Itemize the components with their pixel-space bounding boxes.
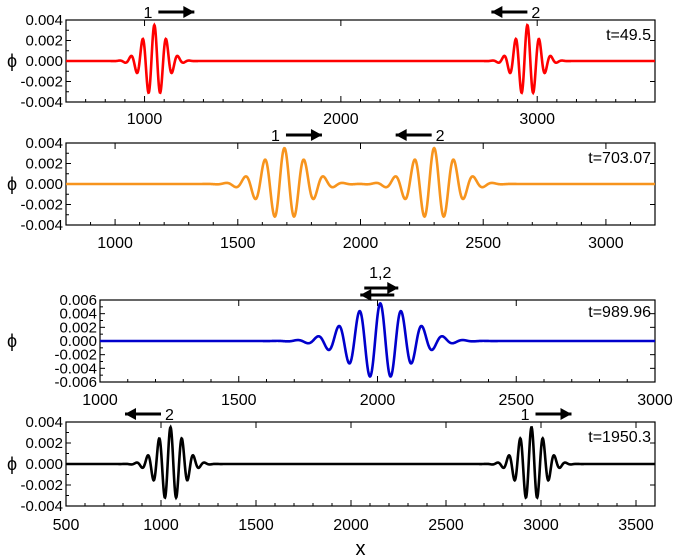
y-tick-label: 0.002 <box>25 156 63 173</box>
y-tick-label: 0.002 <box>59 319 97 336</box>
x-tick-label: 1500 <box>221 392 257 409</box>
direction-arrow-left-head <box>360 289 372 301</box>
chart-panel-4: 0.004 0.002 0.000 -0.002 -0.004 500 1000 1500 20… <box>7 407 656 559</box>
wave-label: 1 <box>143 5 152 22</box>
x-tick-label: 2500 <box>428 517 464 534</box>
x-tick-label: 1000 <box>82 392 118 409</box>
x-tick-label: 2500 <box>498 392 534 409</box>
y-tick-label: -0.004 <box>20 217 63 234</box>
wave-label: 2 <box>436 128 445 145</box>
y-tick-label: 0.002 <box>25 33 63 50</box>
y-tick-label: 0.004 <box>25 414 63 431</box>
y-tick-label: -0.004 <box>54 360 97 377</box>
time-label: t=989.96 <box>588 304 651 321</box>
y-tick-label: -0.006 <box>54 374 97 391</box>
y-tick-label: 0.004 <box>25 12 63 29</box>
x-tick-label: 3000 <box>637 392 673 409</box>
wave-label: 1,2 <box>369 265 391 282</box>
y-tick-label: 0.006 <box>59 292 97 309</box>
wave-label: 1 <box>521 407 530 424</box>
y-axis-label: ϕ <box>7 331 17 351</box>
wave-label: 2 <box>531 5 540 22</box>
x-tick-label: 2000 <box>343 235 379 252</box>
x-tick-label: 500 <box>53 517 80 534</box>
y-tick-label: 0.004 <box>25 135 63 152</box>
x-tick-label: 1000 <box>127 111 163 128</box>
chart-panel-3: 0.0060.0040.0020.000-0.002-0.004-0.00610… <box>7 265 673 409</box>
x-axis-label: x <box>356 538 366 559</box>
series-line <box>66 146 655 219</box>
y-tick-label: 0.000 <box>59 333 97 350</box>
x-tick-label: 2000 <box>333 517 369 534</box>
y-axis-label: ϕ <box>7 454 17 474</box>
x-tick-label: 3000 <box>519 111 555 128</box>
y-tick-label: -0.002 <box>20 74 63 91</box>
x-tick-label: 1500 <box>238 517 274 534</box>
time-label: t=703.07 <box>588 150 651 167</box>
x-tick-label: 2000 <box>323 111 359 128</box>
direction-arrow-right-head <box>310 129 322 141</box>
direction-arrow-left-head <box>491 6 503 18</box>
x-tick-label: 1000 <box>143 517 179 534</box>
series-line <box>100 301 655 378</box>
x-tick-label: 3000 <box>523 517 559 534</box>
x-tick-label: 2500 <box>465 235 501 252</box>
y-tick-label: -0.002 <box>20 197 63 214</box>
chart-panel-1: 0.004 0.002 0.000 -0.002 -0.004 1000 2000 3000 ϕ… <box>7 5 656 128</box>
series-line <box>66 424 655 501</box>
y-tick-label: 0.000 <box>25 456 63 473</box>
y-tick-label: 0.000 <box>25 176 63 193</box>
wave-label: 1 <box>271 128 280 145</box>
chart-panel-2: 0.004 0.002 0.000 -0.002 -0.004 1000 1500 2000 2… <box>7 128 656 252</box>
y-tick-label: -0.002 <box>20 477 63 494</box>
series-line <box>66 22 655 96</box>
direction-arrow-right-head <box>387 282 399 294</box>
y-tick-label: 0.004 <box>59 306 97 323</box>
time-label: t=49.5 <box>606 27 651 44</box>
direction-arrow-right-head <box>560 408 572 420</box>
y-axis-label: ϕ <box>7 51 17 71</box>
direction-arrow-right-head <box>183 6 195 18</box>
x-tick-label: 1000 <box>97 235 133 252</box>
x-tick-label: 3500 <box>618 517 654 534</box>
x-tick-label: 3000 <box>588 235 624 252</box>
x-tick-label: 2000 <box>360 392 396 409</box>
y-tick-label: -0.004 <box>20 498 63 515</box>
time-label: t=1950.3 <box>588 429 651 446</box>
y-tick-label: -0.002 <box>54 347 97 364</box>
x-tick-label: 1500 <box>220 235 256 252</box>
y-tick-label: 0.000 <box>25 53 63 70</box>
y-tick-label: 0.002 <box>25 435 63 452</box>
y-axis-label: ϕ <box>7 174 17 194</box>
direction-arrow-left-head <box>125 408 136 420</box>
wave-label: 2 <box>165 407 174 424</box>
y-tick-label: -0.004 <box>20 94 63 111</box>
direction-arrow-left-head <box>395 129 407 141</box>
